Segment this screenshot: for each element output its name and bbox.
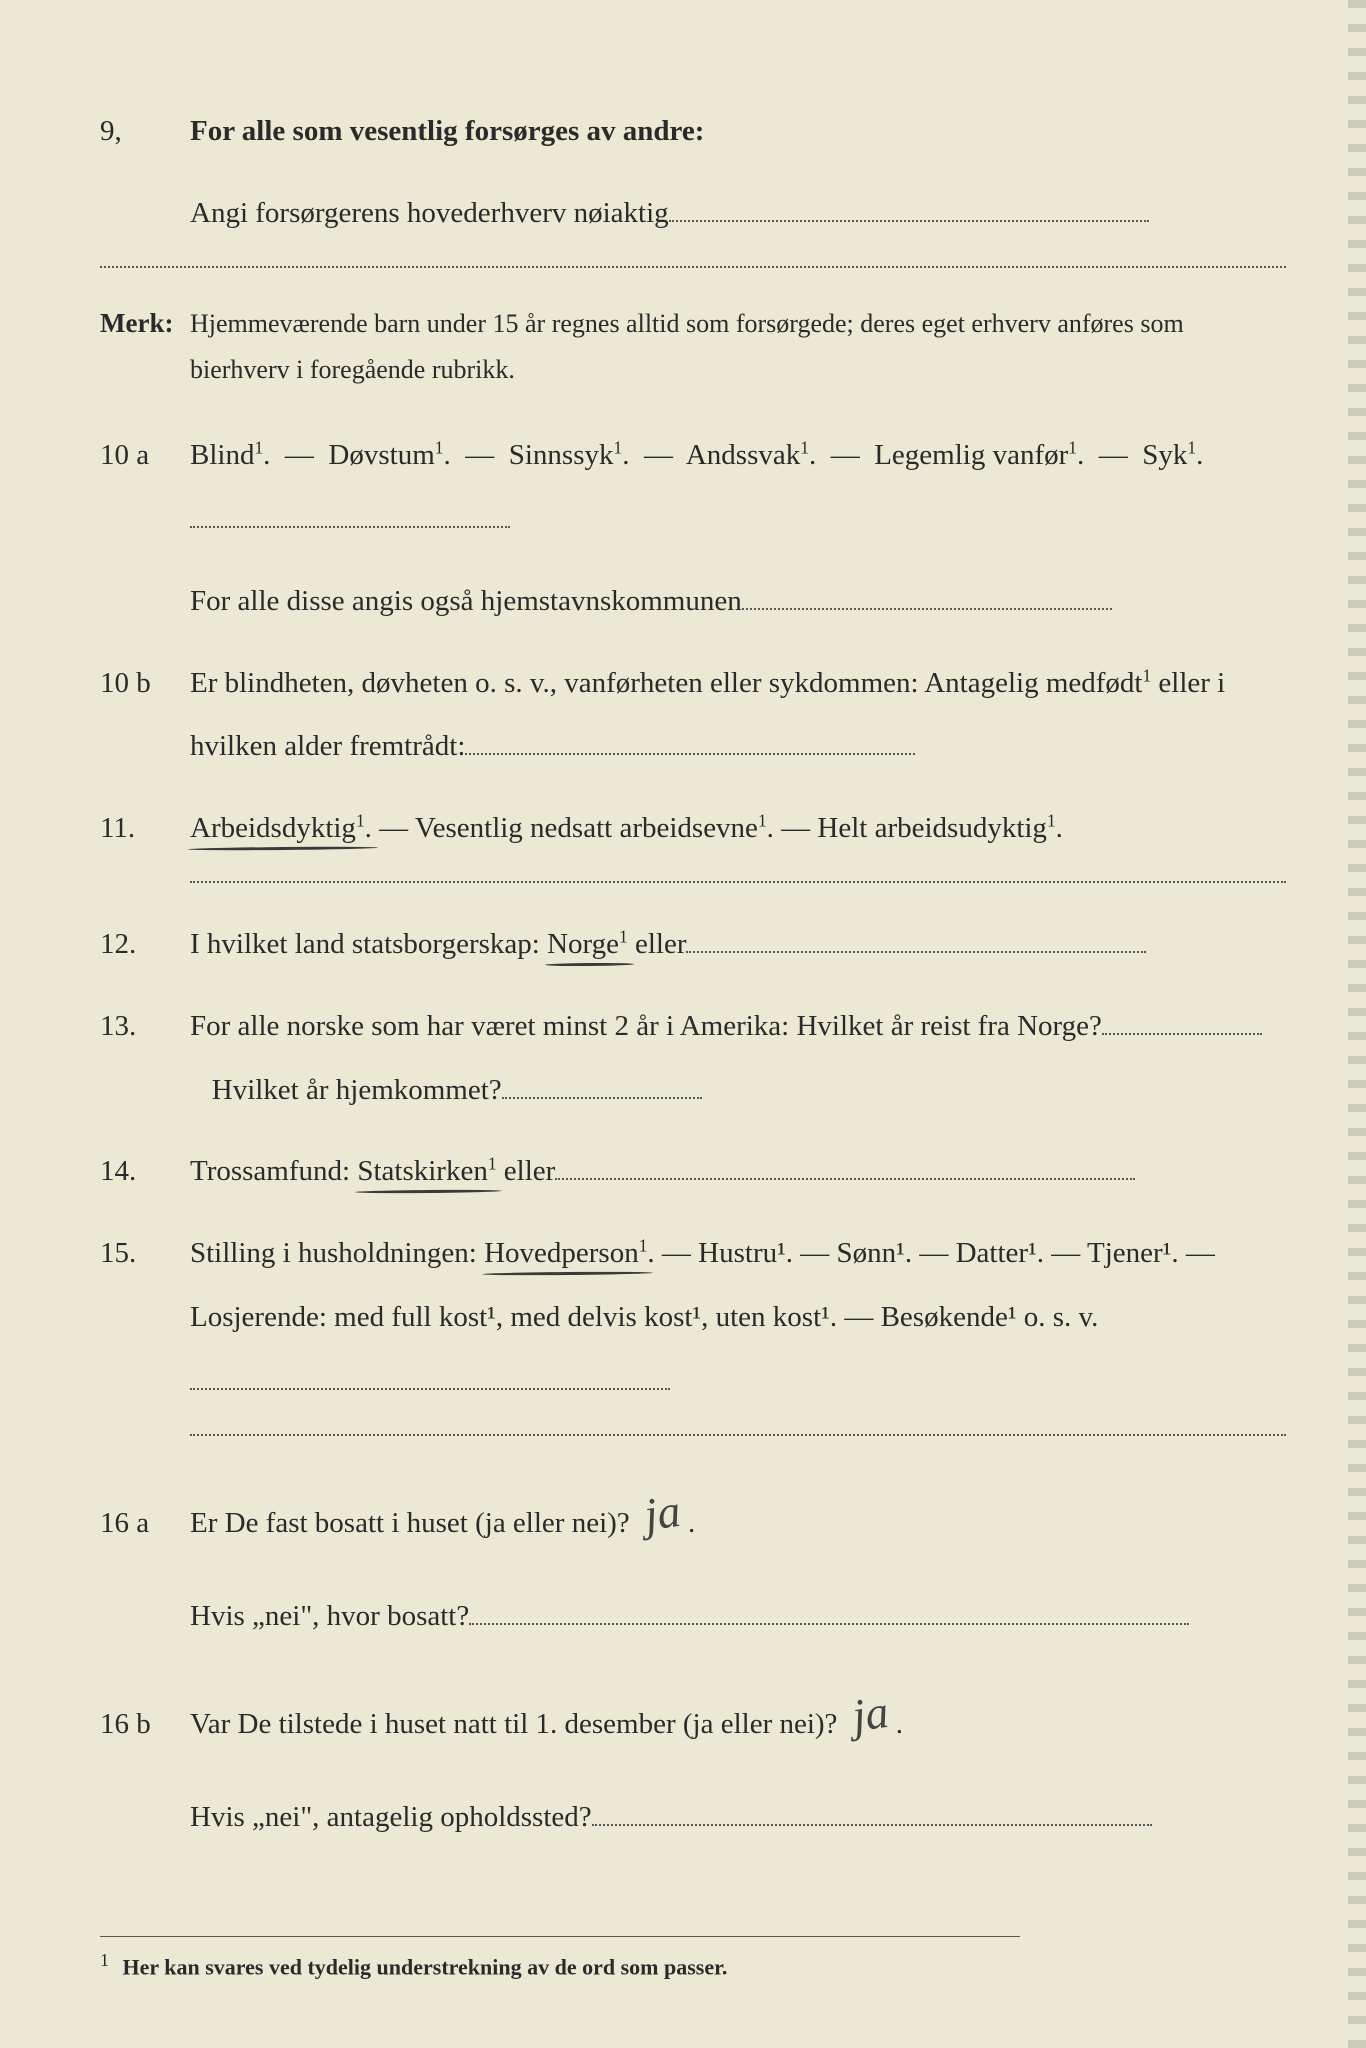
merk-label: Merk: — [100, 298, 190, 349]
q11-opt3: Helt arbeidsudyktig — [817, 812, 1047, 844]
q16a-row2: Hvis „nei", hvor bosatt? — [100, 1585, 1286, 1649]
q12-content: I hvilket land statsborgerskap: Norge1 e… — [190, 913, 1286, 977]
q16a-row1: 16 a Er De fast bosatt i huset (ja eller… — [100, 1466, 1286, 1567]
footnote-text: Her kan svares ved tydelig understreknin… — [123, 1954, 728, 1979]
q15-blank — [190, 1388, 670, 1390]
q12-row: 12. I hvilket land statsborgerskap: Norg… — [100, 913, 1286, 977]
q12-text-a: I hvilket land statsborgerskap: — [190, 928, 547, 960]
opt-dovstum: Døvstum1. — [328, 439, 450, 471]
q13-row: 13. For alle norske som har været minst … — [100, 995, 1286, 1123]
merk-text: Hjemmeværende barn under 15 år regnes al… — [190, 301, 1286, 395]
q10a-line2: For alle disse angis også hjemstavnskomm… — [190, 585, 742, 617]
q14-content: Trossamfund: Statskirken1 eller — [190, 1140, 1286, 1204]
footnote: 1 Her kan svares ved tydelig understrekn… — [100, 1936, 1020, 1988]
opt-blind: Blind1. — [190, 439, 270, 471]
q12-norge-text: Norge — [547, 928, 619, 960]
q14-row: 14. Trossamfund: Statskirken1 eller — [100, 1140, 1286, 1204]
q13-text-a: For alle norske som har været minst 2 år… — [190, 1010, 1102, 1042]
q10b-row: 10 b Er blindheten, døvheten o. s. v., v… — [100, 652, 1286, 780]
q12-text-b: eller — [635, 928, 687, 960]
divider-3 — [190, 1434, 1286, 1436]
opt-andssvak: Andssvak1. — [686, 439, 816, 471]
opt-syk: Syk1. — [1142, 439, 1203, 471]
footnote-num: 1 — [100, 1950, 109, 1970]
q16b-blank — [592, 1824, 1152, 1826]
q13-blank2 — [502, 1097, 702, 1099]
q16a-num: 16 a — [100, 1496, 190, 1551]
q16a-text-b: Hvis „nei", hvor bosatt? — [190, 1600, 469, 1632]
q10b-text-a: Er blindheten, døvheten o. s. v., vanfør… — [190, 667, 1142, 699]
q9-row1: 9, For alle som vesentlig forsørges av a… — [100, 100, 1286, 164]
q10a-blank2 — [742, 608, 1112, 610]
q10a-num: 10 a — [100, 428, 190, 483]
q13-blank1 — [1102, 1033, 1262, 1035]
q13-num: 13. — [100, 999, 190, 1054]
opt-legemlig: Legemlig vanfør1. — [874, 439, 1084, 471]
q16b-text-b: Hvis „nei", antagelig opholdssted? — [190, 1801, 592, 1833]
divider-1 — [100, 266, 1286, 268]
q16b-row1: 16 b Var De tilstede i huset natt til 1.… — [100, 1667, 1286, 1768]
q9-line2-wrap: Angi forsørgerens hovederhverv nøiaktig — [190, 182, 1286, 246]
q11-num: 11. — [100, 801, 190, 856]
q16b-content: Var De tilstede i huset natt til 1. dese… — [190, 1667, 1286, 1768]
q16b-text-a: Var De tilstede i huset natt til 1. dese… — [190, 1708, 837, 1740]
q9-row2: Angi forsørgerens hovederhverv nøiaktig — [100, 182, 1286, 246]
q13-content: For alle norske som har været minst 2 år… — [190, 995, 1286, 1123]
q12-blank — [686, 951, 1146, 953]
q16a-blank — [469, 1623, 1189, 1625]
q16b-num: 16 b — [100, 1697, 190, 1752]
q14-statskirken-text: Statskirken — [357, 1155, 488, 1187]
q14-blank — [555, 1178, 1135, 1180]
divider-2 — [190, 881, 1286, 883]
q10b-num: 10 b — [100, 656, 190, 711]
q9-title: For alle som vesentlig forsørges av andr… — [190, 100, 1286, 164]
q16b-answer: ja — [845, 1661, 895, 1766]
q10b-blank — [465, 753, 915, 755]
q9-blank — [669, 220, 1149, 222]
q10a-row1: 10 a Blind1. — Døvstum1. — Sinnssyk1. — … — [100, 424, 1286, 552]
q16b-line2: Hvis „nei", antagelig opholdssted? — [190, 1786, 1286, 1850]
q11-content: Arbeidsdyktig1. — Vesentlig nedsatt arbe… — [190, 797, 1286, 861]
q9-num: 9, — [100, 104, 190, 159]
q10b-content: Er blindheten, døvheten o. s. v., vanfør… — [190, 652, 1286, 780]
q16a-answer: ja — [637, 1460, 687, 1565]
q16a-content: Er De fast bosatt i huset (ja eller nei)… — [190, 1466, 1286, 1567]
q14-num: 14. — [100, 1144, 190, 1199]
q12-norge: Norge1 — [547, 928, 628, 960]
q15-hovedperson: Hovedperson1 — [484, 1237, 647, 1269]
q15-num: 15. — [100, 1226, 190, 1281]
q15-content: Stilling i husholdningen: Hovedperson1. … — [190, 1222, 1286, 1413]
q9-title-text: For alle som vesentlig forsørges av andr… — [190, 115, 704, 147]
merk-row: Merk: Hjemmeværende barn under 15 år reg… — [100, 298, 1286, 395]
q11-opt1: Arbeidsdyktig1. — [190, 812, 372, 844]
q11-opt2: Vesentlig nedsatt arbeidsevne — [415, 812, 758, 844]
q15-text-a: Stilling i husholdningen: — [190, 1237, 484, 1269]
q13-text-b: Hvilket år hjemkommet? — [212, 1074, 502, 1106]
q10a-blank1 — [190, 526, 510, 528]
q14-text-a: Trossamfund: — [190, 1155, 357, 1187]
q11-opt1-text: Arbeidsdyktig — [190, 812, 356, 844]
q11-row: 11. Arbeidsdyktig1. — Vesentlig nedsatt … — [100, 797, 1286, 861]
q10a-row2: For alle disse angis også hjemstavnskomm… — [100, 570, 1286, 634]
q10a-line2-wrap: For alle disse angis også hjemstavnskomm… — [190, 570, 1286, 634]
q16b-row2: Hvis „nei", antagelig opholdssted? — [100, 1786, 1286, 1850]
q15-hovedperson-text: Hovedperson — [484, 1237, 639, 1269]
page-perforation — [1348, 0, 1366, 2048]
q12-num: 12. — [100, 917, 190, 972]
q16a-text-a: Er De fast bosatt i huset (ja eller nei)… — [190, 1507, 630, 1539]
q14-text-b: eller — [504, 1155, 556, 1187]
q16a-line2: Hvis „nei", hvor bosatt? — [190, 1585, 1286, 1649]
opt-sinnssyk: Sinnssyk1. — [509, 439, 630, 471]
q14-statskirken: Statskirken1 — [357, 1155, 496, 1187]
q10a-opts: Blind1. — Døvstum1. — Sinnssyk1. — Andss… — [190, 424, 1286, 552]
q15-row: 15. Stilling i husholdningen: Hovedperso… — [100, 1222, 1286, 1413]
q9-line2: Angi forsørgerens hovederhverv nøiaktig — [190, 197, 669, 229]
